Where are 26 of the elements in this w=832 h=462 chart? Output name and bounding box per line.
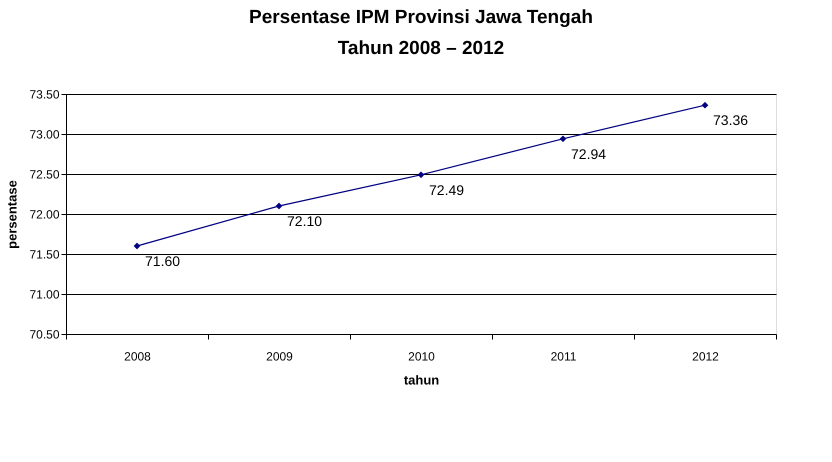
point: [418, 171, 424, 178]
x-tick-label: 2010: [408, 350, 436, 364]
y-tick-label: 73.00: [29, 128, 60, 142]
y-tick-label: 72.00: [29, 208, 60, 222]
point: [276, 202, 282, 210]
chart-subtitle: Tahun 2008 – 2012: [338, 38, 504, 59]
chart-title: Persentase IPM Provinsi Jawa Tengah: [249, 7, 593, 28]
data-label: 71.60: [145, 253, 180, 269]
data-label: 72.49: [429, 182, 464, 198]
y-tick-label: 71.00: [29, 288, 60, 302]
data-label: 72.94: [571, 146, 606, 162]
point: [560, 135, 566, 142]
data-label: 73.36: [713, 112, 748, 128]
data-label: 72.10: [287, 213, 322, 229]
y-tick-label: 70.50: [29, 328, 60, 342]
x-axis-title: tahun: [404, 372, 440, 388]
y-tick-label: 72.50: [29, 168, 60, 182]
y-tick-label: 73.50: [29, 88, 60, 102]
x-tick-label: 2009: [266, 350, 294, 364]
point: [134, 242, 140, 250]
x-tick-label: 2012: [692, 350, 720, 364]
y-axis-title: persentase: [4, 180, 20, 249]
point: [702, 102, 708, 109]
x-tick-label: 2011: [550, 350, 577, 364]
y-tick-label: 71.50: [29, 248, 60, 262]
x-tick-label: 2008: [124, 350, 152, 364]
